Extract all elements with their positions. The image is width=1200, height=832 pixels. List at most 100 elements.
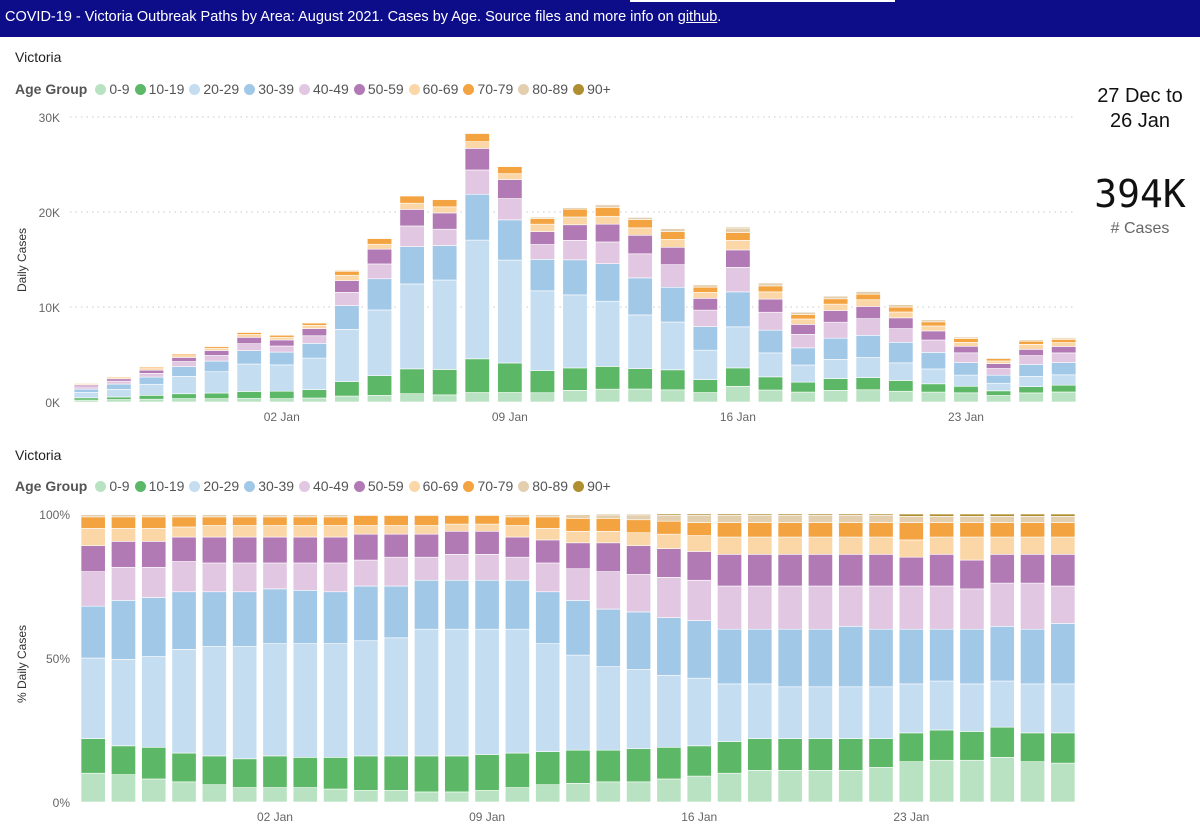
legend-item-40-49[interactable]: 40-49 bbox=[299, 81, 349, 97]
bar-segment bbox=[80, 514, 106, 518]
bar-segment bbox=[414, 533, 439, 558]
x-tick-label: 23 Jan bbox=[948, 410, 984, 424]
x-tick-label: 23 Jan bbox=[893, 810, 929, 824]
bar-segment bbox=[323, 788, 348, 803]
bar-segment bbox=[953, 336, 979, 338]
bar-segment bbox=[334, 381, 360, 397]
bar-segment bbox=[656, 674, 682, 748]
bar-segment bbox=[595, 530, 621, 544]
bar-segment bbox=[626, 611, 652, 670]
bar-segment bbox=[717, 554, 742, 587]
bar-segment bbox=[686, 677, 712, 747]
legend-item-40-49[interactable]: 40-49 bbox=[299, 478, 349, 494]
legend-item-90+[interactable]: 90+ bbox=[573, 81, 611, 97]
bar-segment bbox=[141, 513, 167, 515]
bar-segment bbox=[627, 219, 653, 229]
legend-item-50-59[interactable]: 50-59 bbox=[353, 81, 404, 97]
bar-segment bbox=[595, 518, 621, 532]
bar-segment bbox=[204, 350, 230, 356]
bar-segment bbox=[171, 361, 197, 367]
bar-segment bbox=[626, 545, 652, 575]
bar-segment bbox=[171, 393, 197, 399]
bar-segment bbox=[111, 516, 136, 529]
legend-label: 20-29 bbox=[203, 81, 240, 97]
bar-segment bbox=[838, 686, 864, 739]
bar-segment bbox=[725, 249, 751, 268]
bar-segment bbox=[171, 591, 197, 650]
legend-item-10-19[interactable]: 10-19 bbox=[134, 478, 184, 494]
bar-segment bbox=[595, 215, 621, 225]
legend-item-60-69[interactable]: 60-69 bbox=[408, 81, 458, 97]
legend-item-0-9[interactable]: 0-9 bbox=[95, 478, 130, 494]
legend-item-60-69[interactable]: 60-69 bbox=[408, 478, 458, 494]
legend-item-90+[interactable]: 90+ bbox=[573, 478, 611, 494]
legend-item-80-89[interactable]: 80-89 bbox=[518, 478, 568, 494]
bar-segment bbox=[366, 263, 393, 280]
bar-segment bbox=[232, 514, 258, 518]
bar-segment bbox=[777, 515, 803, 523]
bar-segment bbox=[595, 204, 621, 208]
bar-segment bbox=[334, 274, 360, 281]
bar-segment bbox=[464, 131, 490, 134]
legend-item-0-9[interactable]: 0-9 bbox=[95, 81, 130, 97]
bar-segment bbox=[334, 280, 360, 293]
bar-segment bbox=[808, 585, 833, 630]
bar-segment bbox=[236, 332, 262, 335]
bar-segment bbox=[959, 513, 985, 517]
bar-segment bbox=[497, 259, 523, 364]
bar-segment bbox=[565, 749, 591, 784]
bar-segment bbox=[717, 513, 742, 516]
bar-segment bbox=[626, 514, 652, 521]
bar-segment bbox=[757, 389, 784, 403]
bar-segment bbox=[1050, 554, 1076, 587]
legend-label: 0-9 bbox=[109, 478, 130, 494]
bar-segment bbox=[432, 206, 458, 214]
bar-segment bbox=[201, 755, 227, 786]
legend-item-50-59[interactable]: 50-59 bbox=[353, 478, 404, 494]
bar-segment bbox=[838, 626, 864, 688]
legend-item-20-29[interactable]: 20-29 bbox=[189, 478, 239, 494]
github-link[interactable]: github bbox=[677, 9, 718, 25]
legend-item-30-39[interactable]: 30-39 bbox=[244, 81, 294, 97]
bar-segment bbox=[920, 325, 946, 332]
legend-item-10-19[interactable]: 10-19 bbox=[134, 81, 184, 97]
bar-segment bbox=[920, 321, 946, 327]
bar-segment bbox=[692, 283, 718, 286]
bar-segment bbox=[353, 755, 379, 791]
legend-swatch bbox=[573, 83, 585, 95]
bar-segment bbox=[529, 290, 555, 371]
bar-segment bbox=[929, 522, 955, 538]
bar-segment bbox=[777, 513, 803, 516]
bar-segment bbox=[399, 393, 425, 403]
bar-segment bbox=[959, 559, 985, 590]
bar-segment bbox=[898, 513, 924, 517]
bar-segment bbox=[823, 295, 849, 300]
bar-segment bbox=[725, 326, 751, 369]
bar-segment bbox=[292, 514, 318, 518]
bar-segment bbox=[790, 318, 816, 325]
legend-title: Age Group bbox=[15, 478, 88, 494]
bar-segment bbox=[171, 649, 197, 754]
bar-segment bbox=[383, 556, 409, 587]
legend-item-20-29[interactable]: 20-29 bbox=[189, 81, 239, 97]
bar-segment bbox=[504, 513, 530, 515]
bar-segment bbox=[1018, 364, 1044, 377]
bar-segment bbox=[986, 360, 1012, 364]
bar-segment bbox=[725, 240, 751, 251]
legend-item-30-39[interactable]: 30-39 bbox=[244, 478, 294, 494]
bar-segment bbox=[73, 397, 99, 401]
legend-item-70-79[interactable]: 70-79 bbox=[463, 478, 513, 494]
bar-segment bbox=[562, 390, 588, 403]
legend-item-70-79[interactable]: 70-79 bbox=[463, 81, 513, 97]
legend-item-80-89[interactable]: 80-89 bbox=[518, 81, 568, 97]
bar-segment bbox=[1018, 392, 1044, 403]
bar-segment bbox=[236, 391, 262, 399]
bar-segment bbox=[1018, 386, 1044, 394]
bar-segment bbox=[1020, 732, 1045, 762]
bar-segment bbox=[535, 643, 561, 752]
bar-segment bbox=[959, 588, 985, 630]
bar-segment bbox=[868, 522, 894, 538]
bar-segment bbox=[171, 513, 197, 515]
bar-segment bbox=[959, 536, 985, 561]
bar-segment bbox=[432, 369, 458, 396]
